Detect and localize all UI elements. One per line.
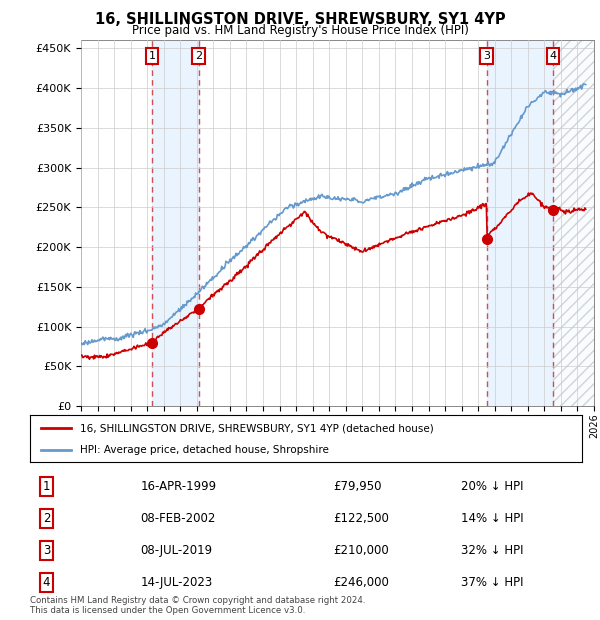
Text: 16-APR-1999: 16-APR-1999 (140, 480, 217, 493)
Text: 3: 3 (43, 544, 50, 557)
Bar (553, 40, 594, 406)
Text: £210,000: £210,000 (334, 544, 389, 557)
Text: Contains HM Land Registry data © Crown copyright and database right 2024.
This d: Contains HM Land Registry data © Crown c… (30, 596, 365, 615)
Text: £79,950: £79,950 (334, 480, 382, 493)
Text: 16, SHILLINGSTON DRIVE, SHREWSBURY, SY1 4YP (detached house): 16, SHILLINGSTON DRIVE, SHREWSBURY, SY1 … (80, 423, 433, 433)
Bar (553, 40, 594, 406)
Text: 37% ↓ HPI: 37% ↓ HPI (461, 577, 523, 590)
Bar (487, 40, 553, 406)
Text: 1: 1 (43, 480, 50, 493)
Text: 4: 4 (43, 577, 50, 590)
Text: 16, SHILLINGSTON DRIVE, SHREWSBURY, SY1 4YP: 16, SHILLINGSTON DRIVE, SHREWSBURY, SY1 … (95, 12, 505, 27)
Text: 14-JUL-2023: 14-JUL-2023 (140, 577, 212, 590)
Text: 08-JUL-2019: 08-JUL-2019 (140, 544, 212, 557)
Text: 14% ↓ HPI: 14% ↓ HPI (461, 512, 523, 525)
Text: Price paid vs. HM Land Registry's House Price Index (HPI): Price paid vs. HM Land Registry's House … (131, 24, 469, 37)
Text: 20% ↓ HPI: 20% ↓ HPI (461, 480, 523, 493)
Bar (152, 40, 199, 406)
Text: 32% ↓ HPI: 32% ↓ HPI (461, 544, 523, 557)
Text: 1: 1 (148, 51, 155, 61)
Text: 2: 2 (195, 51, 202, 61)
Text: 08-FEB-2002: 08-FEB-2002 (140, 512, 216, 525)
Text: £122,500: £122,500 (334, 512, 389, 525)
Text: 3: 3 (483, 51, 490, 61)
Text: 2: 2 (43, 512, 50, 525)
Text: £246,000: £246,000 (334, 577, 389, 590)
Text: HPI: Average price, detached house, Shropshire: HPI: Average price, detached house, Shro… (80, 445, 329, 455)
Text: 4: 4 (550, 51, 557, 61)
